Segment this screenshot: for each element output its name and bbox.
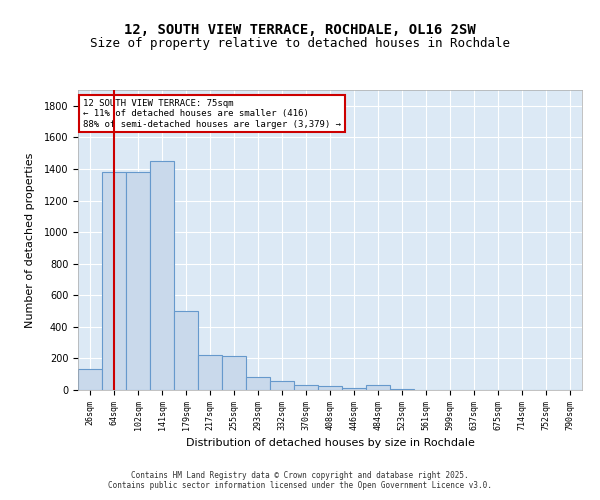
Bar — [294, 386, 318, 390]
Bar — [318, 386, 342, 390]
Bar — [270, 382, 294, 390]
Text: Size of property relative to detached houses in Rochdale: Size of property relative to detached ho… — [90, 38, 510, 51]
Bar — [102, 172, 126, 390]
Text: 12, SOUTH VIEW TERRACE, ROCHDALE, OL16 2SW: 12, SOUTH VIEW TERRACE, ROCHDALE, OL16 2… — [124, 22, 476, 36]
Text: 12 SOUTH VIEW TERRACE: 75sqm
← 11% of detached houses are smaller (416)
88% of s: 12 SOUTH VIEW TERRACE: 75sqm ← 11% of de… — [83, 99, 341, 129]
Bar — [198, 356, 222, 390]
Y-axis label: Number of detached properties: Number of detached properties — [25, 152, 35, 328]
Bar — [78, 370, 102, 390]
Bar — [342, 388, 366, 390]
Bar — [174, 311, 198, 390]
Text: Contains HM Land Registry data © Crown copyright and database right 2025.
Contai: Contains HM Land Registry data © Crown c… — [108, 470, 492, 490]
Bar — [366, 386, 390, 390]
Bar — [390, 389, 414, 390]
Bar — [126, 172, 150, 390]
Bar — [246, 378, 270, 390]
X-axis label: Distribution of detached houses by size in Rochdale: Distribution of detached houses by size … — [185, 438, 475, 448]
Bar — [150, 161, 174, 390]
Bar — [222, 356, 246, 390]
